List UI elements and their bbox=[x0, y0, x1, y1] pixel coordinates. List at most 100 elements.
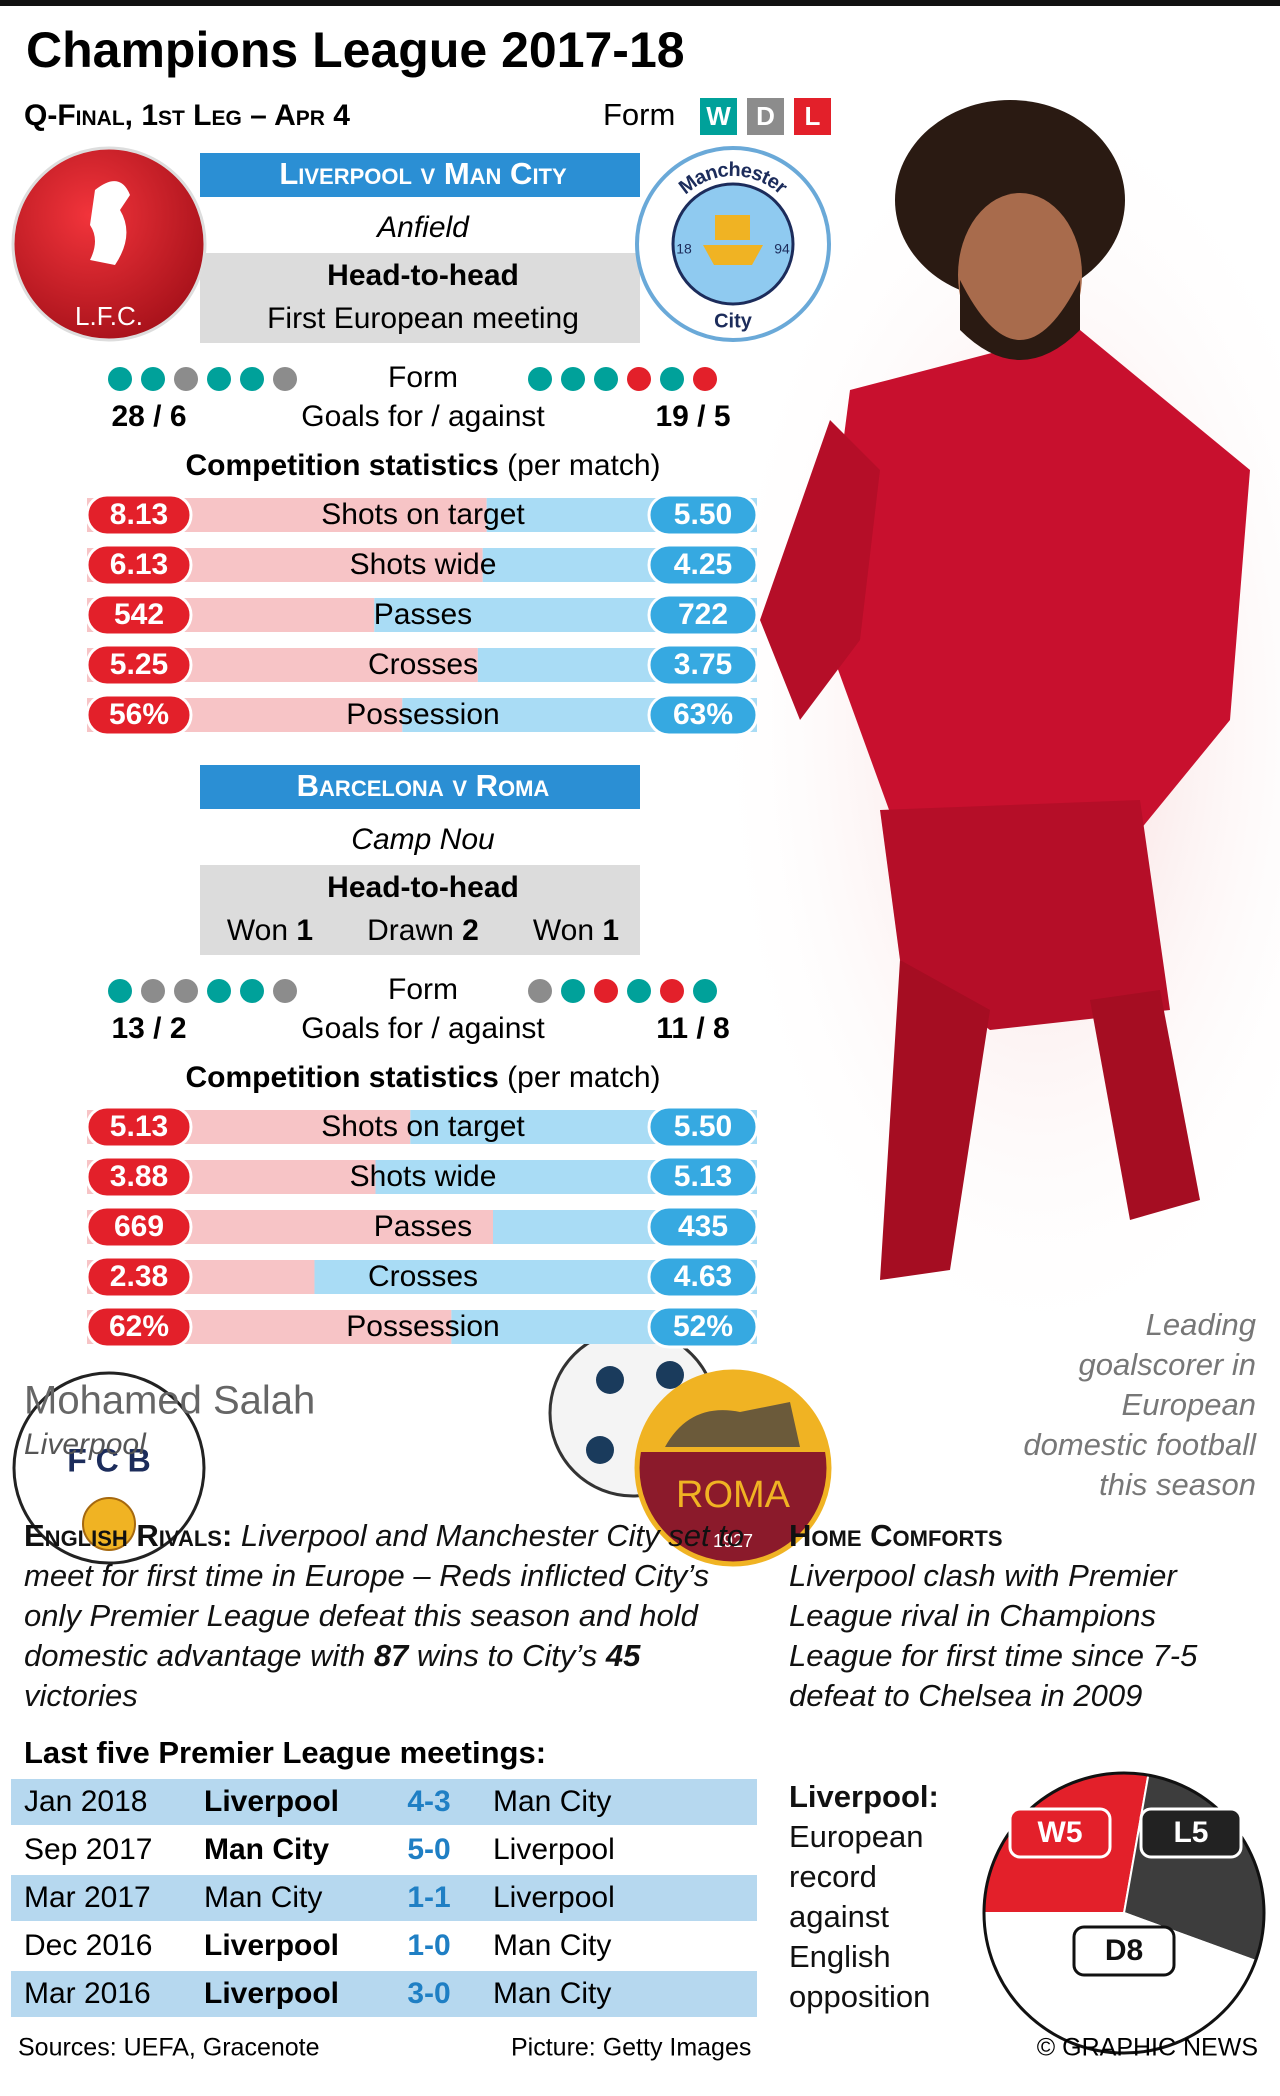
picture-credit: Picture: Getty Images bbox=[511, 2034, 751, 2062]
top-rule bbox=[0, 0, 1280, 6]
away-pill bbox=[647, 1105, 759, 1149]
away-pill bbox=[647, 543, 759, 587]
title: Champions League 2017-18 bbox=[26, 22, 685, 78]
h2h-result: Won 1 bbox=[533, 914, 619, 947]
stat-label: Shots on target bbox=[321, 1110, 525, 1143]
pie-outline bbox=[982, 1771, 1266, 2055]
form-dot bbox=[528, 979, 552, 1003]
home-stat: 542 bbox=[114, 598, 164, 631]
home-goals: 13 / 2 bbox=[111, 1012, 186, 1045]
stat-label: Possession bbox=[346, 698, 499, 731]
badge-text: ROMA bbox=[676, 1474, 791, 1516]
form-dot bbox=[108, 367, 132, 391]
meeting-away: Liverpool bbox=[493, 1833, 615, 1866]
home-stat: 3.88 bbox=[110, 1160, 168, 1193]
home-pill bbox=[85, 543, 193, 587]
row-band bbox=[11, 1875, 757, 1921]
away-stat: 4.25 bbox=[674, 548, 732, 581]
photo-leg bbox=[880, 960, 990, 1280]
rivals-paragraph: English Rivals: Liverpool and Manchester… bbox=[24, 1516, 749, 1716]
pie-label: D8 bbox=[1105, 1934, 1143, 1967]
pie-label-box bbox=[1072, 1925, 1176, 1977]
text-part: Won bbox=[227, 914, 288, 947]
text-part: 1 bbox=[602, 914, 619, 947]
stat-label: Crosses bbox=[368, 1260, 478, 1293]
stat-label: Shots wide bbox=[350, 1160, 497, 1193]
away-goals: 19 / 5 bbox=[655, 400, 730, 433]
form-dot bbox=[273, 979, 297, 1003]
away-stat: 5.13 bbox=[674, 1160, 732, 1193]
goals-label: Goals for / against bbox=[301, 400, 545, 433]
away-stat: 5.50 bbox=[674, 1110, 732, 1143]
form-dot bbox=[561, 979, 585, 1003]
meeting-score: 1-1 bbox=[407, 1881, 450, 1914]
meeting-date: Jan 2018 bbox=[24, 1785, 147, 1818]
home-comforts-text: Liverpool clash with Premier League riva… bbox=[789, 1558, 1198, 1713]
away-stat: 435 bbox=[678, 1210, 728, 1243]
meeting-home: Liverpool bbox=[204, 1929, 339, 1962]
home-pill bbox=[85, 1305, 193, 1349]
rivals-text: Liverpool and Manchester City set to mee… bbox=[24, 1518, 745, 1673]
home-pill bbox=[85, 593, 193, 637]
stat-label: Possession bbox=[346, 1310, 499, 1343]
h2h-result: Won 1 bbox=[227, 914, 313, 947]
stat-label: Passes bbox=[374, 598, 472, 631]
form-dot bbox=[594, 367, 618, 391]
player-name: Mohamed Salah bbox=[24, 1379, 315, 1423]
badge-outline bbox=[12, 1371, 206, 1565]
player-club: Liverpool bbox=[24, 1428, 147, 1461]
meeting-score: 5-0 bbox=[407, 1833, 450, 1866]
player-caption: Leading goalscorer in European domestic … bbox=[1023, 1307, 1256, 1502]
badge-wolf bbox=[665, 1402, 800, 1447]
home-stat: 56% bbox=[109, 698, 169, 731]
home-stat: 2.38 bbox=[110, 1260, 168, 1293]
h2h-panel bbox=[200, 865, 640, 955]
venue: Anfield bbox=[375, 211, 470, 244]
away-stat: 3.75 bbox=[674, 648, 732, 681]
home-stat: 5.25 bbox=[110, 648, 168, 681]
home-comforts: Home Comforts Liverpool clash with Premie… bbox=[789, 1516, 1234, 1716]
home-wins: 87 bbox=[373, 1638, 409, 1673]
row-band bbox=[11, 1971, 757, 2017]
home-pill bbox=[85, 493, 193, 537]
away-stat: 63% bbox=[673, 698, 733, 731]
home-stat: 669 bbox=[114, 1210, 164, 1243]
form-dot bbox=[207, 367, 231, 391]
record-block: Liverpool: European record against Englis… bbox=[789, 1777, 959, 2017]
away-wins: 45 bbox=[605, 1638, 641, 1673]
meeting-date: Mar 2016 bbox=[24, 1977, 151, 2010]
meeting-home: Liverpool bbox=[204, 1785, 339, 1818]
form-dot bbox=[660, 979, 684, 1003]
pie-label-box bbox=[1008, 1807, 1112, 1859]
photo-arm bbox=[760, 420, 880, 720]
badge-ship bbox=[703, 215, 763, 265]
form-legend-label: Form bbox=[603, 97, 675, 132]
badge-text: 1927 bbox=[713, 1531, 753, 1551]
form-key-box bbox=[700, 98, 737, 135]
photo-leg bbox=[1090, 990, 1200, 1220]
match-header bbox=[200, 765, 640, 809]
h2h-label: Head-to-head bbox=[327, 259, 519, 292]
meeting-date: Mar 2017 bbox=[24, 1881, 151, 1914]
badge-ball bbox=[82, 1497, 136, 1551]
meeting-score: 3-0 bbox=[407, 1977, 450, 2010]
form-key: W bbox=[706, 101, 731, 131]
meeting-home: Liverpool bbox=[204, 1977, 339, 2010]
away-stat: 52% bbox=[673, 1310, 733, 1343]
home-pill bbox=[85, 643, 193, 687]
form-dot bbox=[273, 367, 297, 391]
photo-beard bbox=[960, 280, 1080, 360]
form-dot bbox=[207, 979, 231, 1003]
form-key: D bbox=[756, 101, 775, 131]
meeting-away: Man City bbox=[493, 1977, 611, 2010]
home-pill bbox=[85, 1255, 193, 1299]
home-pill bbox=[85, 1205, 193, 1249]
meeting-away: Man City bbox=[493, 1929, 611, 1962]
away-stat: 722 bbox=[678, 598, 728, 631]
home-stat: 5.13 bbox=[110, 1110, 168, 1143]
match-title: Barcelona v Roma bbox=[297, 768, 550, 803]
home-stat: 62% bbox=[109, 1310, 169, 1343]
photo-ball-star bbox=[656, 1361, 684, 1389]
badge-text: City bbox=[714, 310, 753, 332]
